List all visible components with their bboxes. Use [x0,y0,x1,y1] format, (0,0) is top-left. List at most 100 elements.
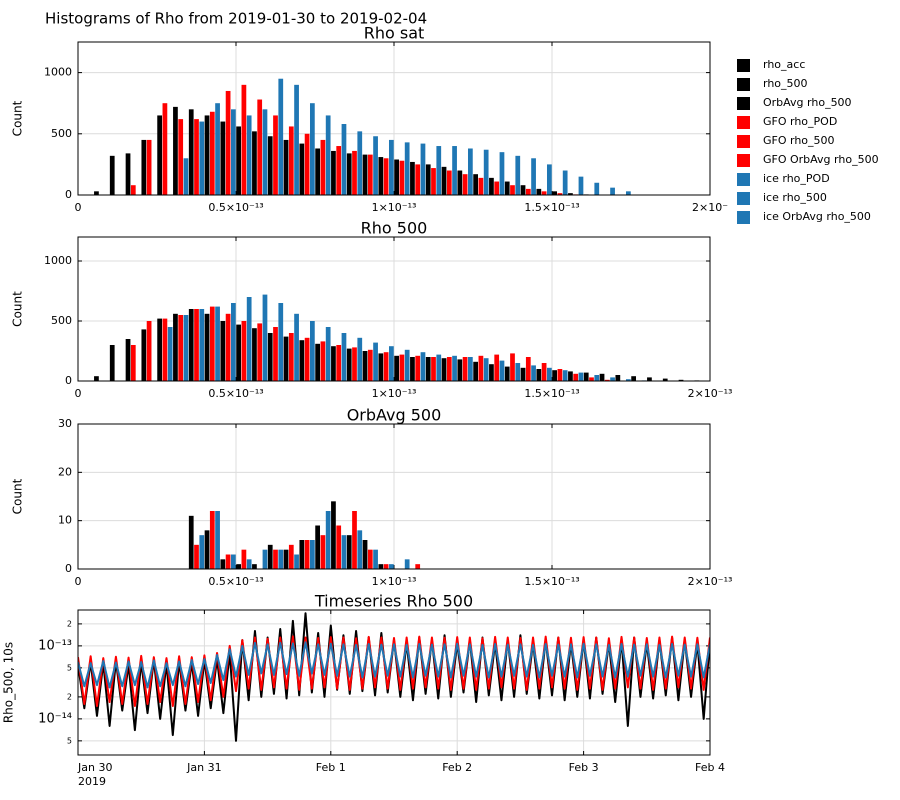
histogram-bar [246,559,252,569]
histogram-bar [599,373,605,381]
histogram-bar [615,375,621,381]
histogram-bar [610,377,615,381]
legend-label: GFO rho_500 [763,134,835,147]
axis-title: Timeseries Rho 500 [314,592,473,611]
histogram-bar [331,150,336,195]
histogram-bar [299,340,305,381]
histogram-bar [531,158,536,195]
legend-label: ice OrbAvg rho_500 [763,210,871,223]
y-axis-label: Count [11,291,25,327]
histogram-bar [452,355,457,381]
histogram-bar [267,544,273,569]
y-tick-label: 2 [67,619,72,628]
histogram-bar [441,358,447,381]
histogram-bar [562,170,568,195]
histogram-bar [357,131,363,195]
legend-swatch [737,154,750,167]
histogram-bar [230,303,236,381]
histogram-bar [315,525,321,569]
histogram-bar [404,142,410,195]
histogram-bar [631,376,637,381]
histogram-bar [520,367,526,381]
histogram-bar [167,327,173,381]
legend-label: rho_500 [763,77,808,90]
histogram-bar [573,373,579,381]
histogram-bar [262,294,268,381]
histogram-bar [267,136,273,195]
histogram-bar [373,136,378,195]
x-tick-label: Feb 2 [442,761,472,774]
histogram-bar [320,341,326,381]
histogram-bar [173,106,178,195]
histogram-bar [346,153,352,195]
histogram-bar [431,168,436,195]
histogram-bar [294,313,299,381]
legend-swatch [737,97,750,110]
histogram-bar [252,131,257,195]
legend-swatch [737,59,750,72]
x-tick-label: 0 [75,201,82,214]
y-tick-label: 500 [51,314,72,327]
histogram-bar [494,354,500,381]
histogram-bar [209,111,215,195]
y-tick-label: 5 [67,736,72,745]
histogram-bar [583,372,589,381]
x-tick-label: Jan 31 [186,761,221,774]
histogram-bar [246,297,252,381]
histogram-bar [431,357,436,381]
histogram-bar [557,369,563,381]
histogram-bar [309,103,315,195]
y-tick-label: 1000 [44,254,72,267]
histogram-bar [183,315,189,381]
histogram-bar [262,549,268,569]
histogram-bar [568,371,573,381]
histogram-bar [531,365,536,381]
histogram-bar [552,370,558,381]
x-tick-label: 1×10⁻¹³ [372,387,417,400]
x-tick-label: 2×10⁻¹³ [688,575,733,588]
histogram-bar [515,363,521,381]
axis-title: Rho sat [364,24,425,43]
histogram-bar [399,160,405,195]
histogram-bar [341,333,347,381]
histogram-bar [236,324,242,381]
histogram-bar [383,352,389,381]
histogram-bar [283,139,289,195]
histogram-bar [457,170,463,195]
histogram-bar [394,159,400,195]
histogram-bar [230,554,236,569]
histogram-bar [346,348,352,381]
histogram-bar [541,191,547,195]
histogram-bar [183,158,189,195]
histogram-bar [294,554,299,569]
histogram-bar [336,525,342,569]
histogram-bar [94,191,99,195]
histogram-bar [262,109,268,195]
histogram-bar [141,329,147,381]
y-tick-label: 10⁻¹³ [38,638,72,653]
histogram-bar [130,185,136,195]
histogram-bar [394,355,400,381]
histogram-bar [378,564,384,569]
histogram-bar [489,177,494,195]
histogram-bar [162,103,168,195]
histogram-bar [304,337,310,381]
histogram-bar [315,148,321,195]
axes-frame [77,41,711,196]
histogram-bar [141,139,147,195]
histogram-bar [178,315,184,381]
histogram-bar [225,313,231,381]
histogram-bar [483,358,489,381]
legend-label: GFO rho_POD [763,115,837,128]
y-tick-label: 500 [51,127,72,140]
legend-swatch [737,116,750,129]
histogram-bar [410,161,415,195]
histogram-bar [294,84,299,195]
histogram-bar [320,139,326,195]
histogram-bar [331,501,336,569]
x-tick-label: 0.5×10⁻¹³ [208,387,263,400]
histogram-bar [489,364,494,381]
histogram-bar [241,321,247,381]
histogram-bar [378,353,384,381]
histogram-bar [194,309,199,381]
